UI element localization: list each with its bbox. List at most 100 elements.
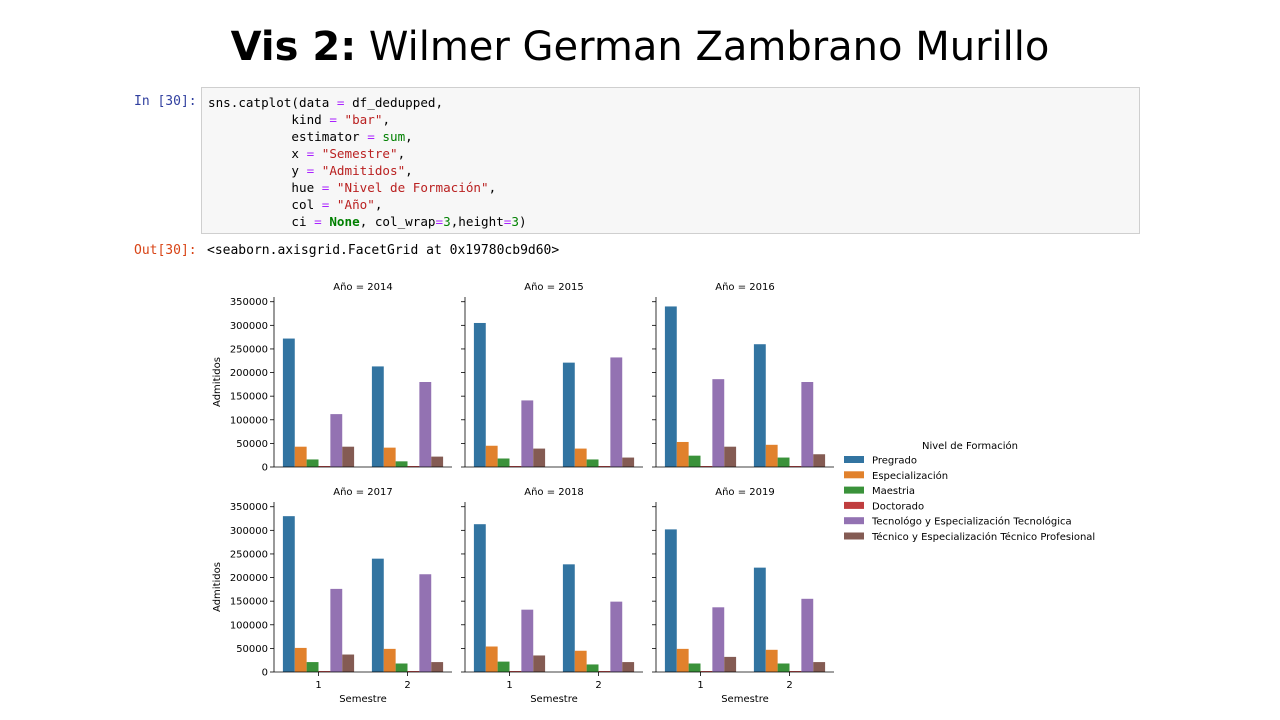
x-tick-label: 2	[404, 680, 410, 691]
legend-entry: Especialización	[872, 470, 948, 482]
code-cell[interactable]: sns.catplot(data = df_dedupped, kind = "…	[201, 87, 1140, 234]
code-token: 3	[511, 214, 519, 229]
code-token: None	[329, 214, 360, 229]
slide-title-rest: Wilmer German Zambrano Murillo	[356, 24, 1050, 70]
y-tick-label: 50000	[236, 439, 268, 450]
code-token: =	[321, 197, 330, 212]
code-token: ,height	[450, 214, 504, 229]
bar	[765, 649, 778, 672]
bar	[688, 663, 701, 672]
x-axis-label: Semestre	[721, 694, 769, 705]
legend-swatch	[844, 517, 864, 525]
bar	[521, 400, 534, 467]
code-token: , col_wrap	[359, 214, 436, 229]
x-axis-label: Semestre	[530, 694, 578, 705]
facet-title: Año = 2016	[715, 282, 774, 293]
y-tick-label: 100000	[230, 620, 268, 631]
bar	[610, 357, 623, 467]
bar	[724, 446, 737, 467]
code-token: "Semestre"	[321, 146, 398, 161]
y-axis-label: Admitidos	[212, 562, 223, 612]
code-token: "bar"	[344, 112, 383, 127]
bar	[330, 414, 343, 467]
bar	[777, 457, 790, 467]
bar	[294, 446, 307, 467]
bar	[574, 650, 587, 672]
code-token	[329, 197, 337, 212]
bar	[712, 379, 725, 467]
facet-title: Año = 2018	[524, 487, 583, 498]
facet-title: Año = 2014	[333, 282, 392, 293]
code-token: sum	[382, 129, 406, 144]
bar	[753, 344, 766, 467]
bar	[342, 654, 355, 672]
code-token: x	[208, 146, 307, 161]
code-token: )	[518, 214, 527, 229]
x-axis-label: Semestre	[339, 694, 387, 705]
legend-entry: Técnico y Especialización Técnico Profes…	[871, 531, 1095, 543]
bar	[395, 461, 408, 467]
y-tick-label: 300000	[230, 321, 268, 332]
bar	[712, 607, 725, 672]
bar	[383, 447, 396, 467]
bar	[509, 671, 522, 672]
bar	[306, 459, 319, 467]
bar	[306, 662, 319, 672]
facet-grid-chart: Año = 2014050000100000150000200000250000…	[212, 282, 1095, 705]
y-tick-label: 0	[262, 463, 268, 474]
y-tick-label: 250000	[230, 344, 268, 355]
output-text: <seaborn.axisgrid.FacetGrid at 0x19780cb…	[207, 243, 560, 258]
bar	[533, 655, 546, 672]
x-tick-label: 2	[595, 680, 601, 691]
bar	[419, 382, 432, 467]
bar	[610, 601, 623, 672]
input-prompt: In [30]:	[134, 94, 197, 109]
code-token: ,	[405, 129, 413, 144]
bar	[789, 671, 802, 672]
legend-entry: Maestria	[872, 486, 915, 497]
bar	[622, 457, 635, 467]
y-tick-label: 250000	[230, 549, 268, 560]
code-token: estimator	[208, 129, 368, 144]
bar	[700, 466, 713, 467]
y-tick-label: 200000	[230, 573, 268, 584]
legend-entry: Doctorado	[872, 501, 924, 512]
bar	[318, 671, 331, 672]
code-token: =	[314, 214, 322, 229]
code-token	[314, 163, 322, 178]
code-token: =	[435, 214, 444, 229]
bar	[753, 567, 766, 672]
bar	[676, 648, 689, 672]
bar	[700, 671, 713, 672]
legend-swatch	[844, 456, 864, 463]
bar	[813, 662, 826, 672]
bar	[282, 516, 295, 672]
bar	[664, 306, 677, 467]
bar	[598, 466, 611, 467]
bar	[383, 648, 396, 672]
bar	[777, 663, 790, 672]
bar	[473, 322, 486, 467]
code-token	[314, 146, 322, 161]
legend-swatch	[844, 501, 864, 509]
x-tick-label: 1	[697, 680, 703, 691]
slide-title-bold: Vis 2:	[230, 24, 357, 70]
facet-title: Año = 2019	[715, 487, 774, 498]
code-token: 3	[443, 214, 451, 229]
legend-swatch	[844, 486, 864, 494]
y-tick-label: 150000	[230, 597, 268, 608]
x-tick-label: 2	[786, 680, 792, 691]
bar	[342, 446, 355, 467]
y-tick-label: 50000	[236, 644, 268, 655]
y-tick-label: 300000	[230, 526, 268, 537]
legend-swatch	[844, 471, 864, 479]
code-token: ,	[382, 112, 391, 127]
y-tick-label: 150000	[230, 392, 268, 403]
bar	[676, 441, 689, 467]
code-token: "Año"	[336, 197, 375, 212]
code-token: =	[367, 129, 375, 144]
facet-title: Año = 2015	[524, 282, 583, 293]
legend-title: Nivel de Formación	[922, 440, 1018, 452]
bar	[294, 647, 307, 672]
bar	[724, 656, 737, 672]
